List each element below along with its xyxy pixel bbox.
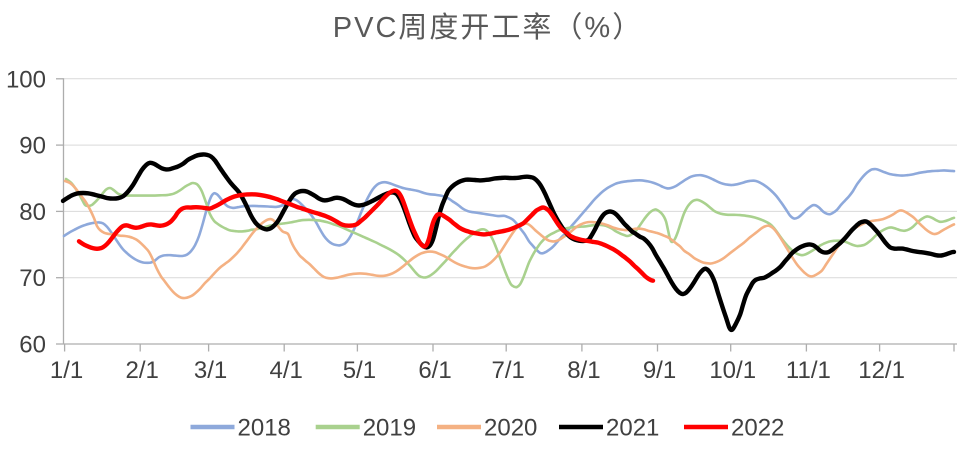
svg-text:80: 80 <box>19 199 46 226</box>
svg-text:PVC周度开工率（%）: PVC周度开工率（%） <box>333 11 643 44</box>
svg-text:5/1: 5/1 <box>343 357 376 384</box>
svg-text:2022: 2022 <box>731 415 784 442</box>
svg-text:1/1: 1/1 <box>50 357 83 384</box>
svg-text:2019: 2019 <box>363 415 416 442</box>
svg-text:2018: 2018 <box>238 415 291 442</box>
svg-text:4/1: 4/1 <box>270 357 303 384</box>
svg-text:2/1: 2/1 <box>126 357 159 384</box>
svg-text:60: 60 <box>19 332 46 359</box>
svg-text:100: 100 <box>6 66 46 93</box>
svg-text:9/1: 9/1 <box>643 357 676 384</box>
svg-text:10/1: 10/1 <box>709 357 756 384</box>
svg-text:11/1: 11/1 <box>786 357 831 384</box>
svg-text:12/1: 12/1 <box>858 357 905 384</box>
svg-text:70: 70 <box>19 265 46 292</box>
svg-text:6/1: 6/1 <box>418 357 451 384</box>
svg-text:7/1: 7/1 <box>492 357 525 384</box>
svg-text:90: 90 <box>19 133 46 160</box>
svg-text:2020: 2020 <box>484 415 537 442</box>
svg-text:2021: 2021 <box>606 415 659 442</box>
svg-text:8/1: 8/1 <box>567 357 600 384</box>
svg-text:3/1: 3/1 <box>194 357 227 384</box>
